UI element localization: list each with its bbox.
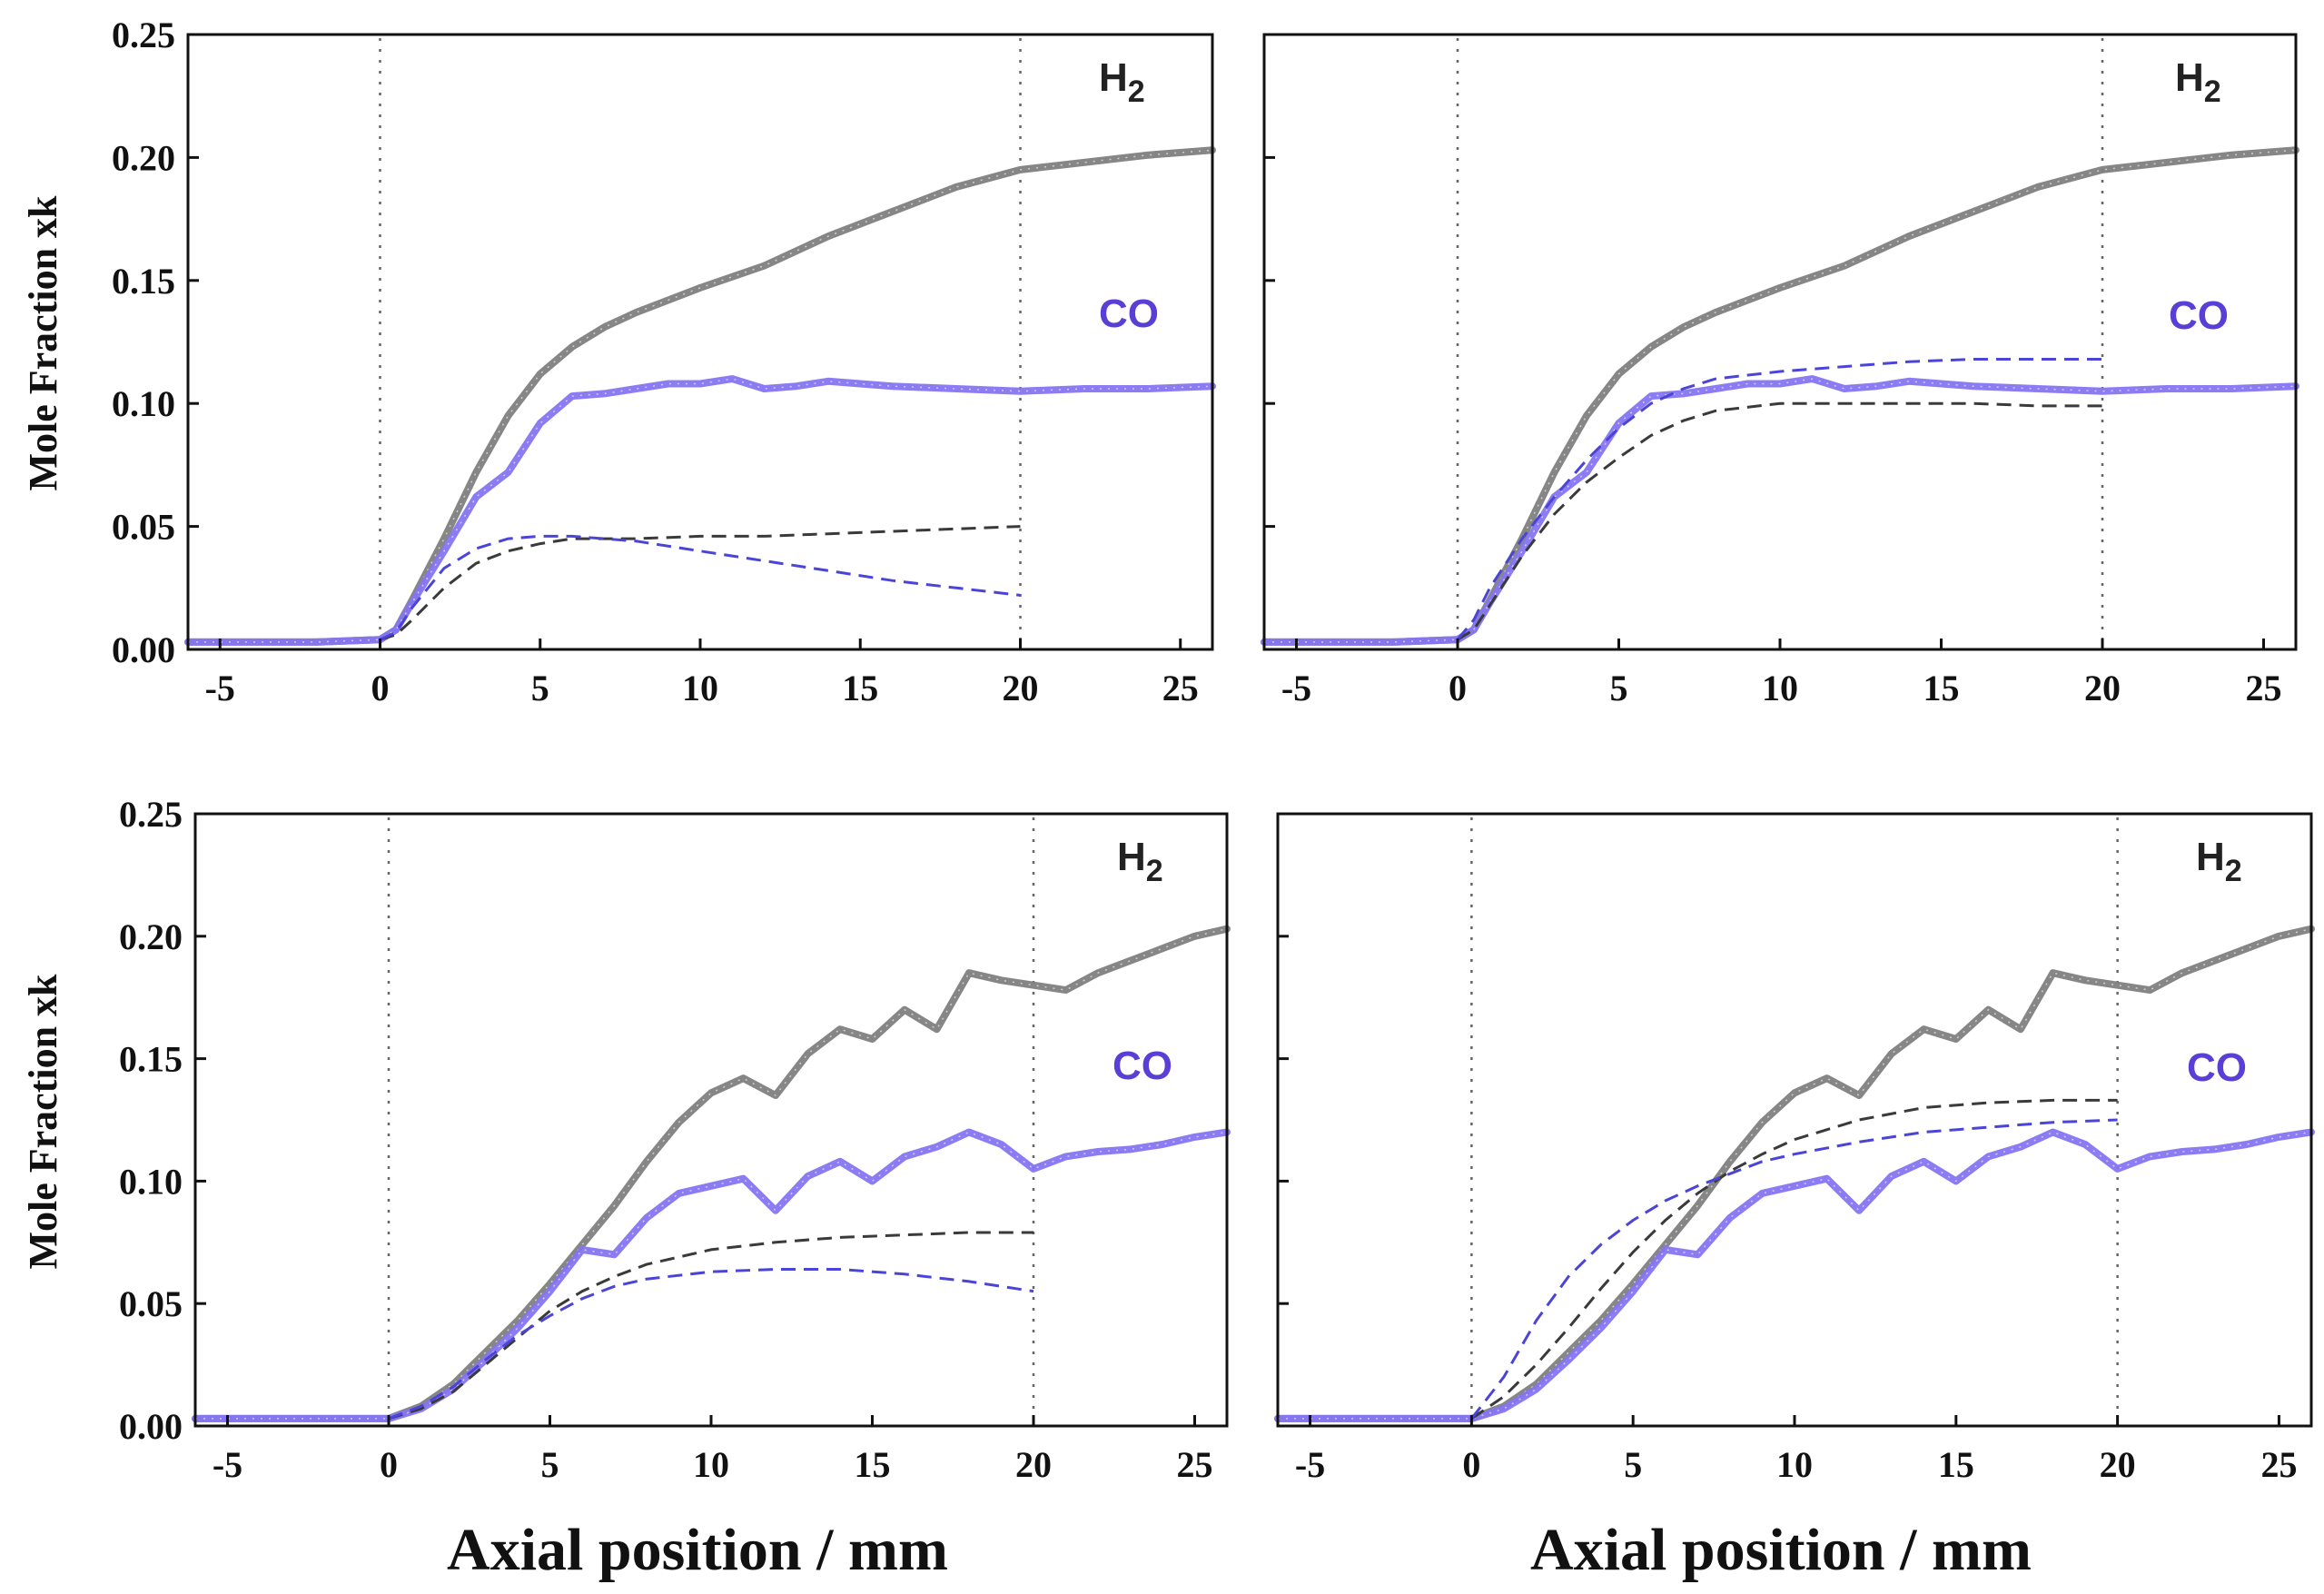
x-tick-label: 10 xyxy=(693,1444,729,1485)
x-tick-label: 15 xyxy=(842,668,878,708)
h2-measured-line-texture xyxy=(1278,927,2312,1420)
x-tick-label: 5 xyxy=(1610,668,1628,708)
y-tick-label: 0.05 xyxy=(112,507,175,548)
x-tick-label: 5 xyxy=(541,1444,559,1485)
y-tick-label: 0.15 xyxy=(119,1039,183,1080)
co-model-line xyxy=(1456,358,2102,641)
y-axis-title: Mole Fraction xk xyxy=(21,195,65,491)
x-tick-label: -5 xyxy=(205,668,235,708)
x-tick-label: 15 xyxy=(1923,668,1960,708)
co-label: CO xyxy=(2169,293,2229,338)
co-model-line xyxy=(379,534,1021,641)
y-tick-label: 0.20 xyxy=(112,137,175,178)
h2-label: H2 xyxy=(1117,835,1163,888)
h2-measured-line-texture xyxy=(195,927,1228,1420)
x-tick-label: 5 xyxy=(1624,1444,1642,1485)
y-tick-label: 0.20 xyxy=(119,916,183,957)
x-tick-label: 10 xyxy=(682,668,718,708)
x-tick-label: 20 xyxy=(1015,1444,1052,1485)
h2-label-main: H xyxy=(1117,835,1146,879)
x-axis-title: Axial position / mm xyxy=(1530,1517,2032,1583)
h2-label: H2 xyxy=(1099,55,1145,109)
h2-label-subscript: 2 xyxy=(2204,74,2221,109)
co-model-line xyxy=(388,1268,1034,1421)
h2-model-line xyxy=(1470,1098,2118,1421)
x-tick-label: -5 xyxy=(1295,1444,1325,1485)
h2-label-subscript: 2 xyxy=(1146,854,1163,888)
x-tick-label: 0 xyxy=(380,1444,398,1485)
h2-measured-line xyxy=(1261,146,2299,646)
x-tick-label: 15 xyxy=(1938,1444,1974,1485)
h2-model-line xyxy=(380,525,1021,641)
x-tick-label: -5 xyxy=(213,1444,242,1485)
plot-frame xyxy=(193,812,1229,1428)
plot-frame xyxy=(1262,33,2298,651)
h2-measured-line xyxy=(184,146,1216,646)
co-measured-line-texture xyxy=(1278,1131,2312,1420)
panel-bottom-right: -5 0 5 10 15 20 25 H2 CO Axial position / mm xyxy=(1274,812,2315,1583)
x-tick-label: 25 xyxy=(2246,668,2282,708)
h2-measured-line xyxy=(1274,925,2315,1422)
x-tick-label: 0 xyxy=(1462,1444,1480,1485)
x-tick-label: 20 xyxy=(2100,1444,2136,1485)
plot-frame xyxy=(1276,812,2313,1428)
co-model-line xyxy=(1470,1118,2118,1420)
x-tick-label: 10 xyxy=(1762,668,1798,708)
y-tick-label: 0.15 xyxy=(112,261,175,302)
panel-bottom-left: -5 0 5 10 15 20 25 0.00 0.05 0.10 0.15 0.20 0.25 H2 CO… xyxy=(21,794,1231,1583)
panel-top-left: -5 0 5 10 15 20 25 0.00 0.05 0.10 0.15 0.20 0.25 H2 CO… xyxy=(21,15,1216,708)
h2-label: H2 xyxy=(2175,55,2221,109)
y-tick-label: 0.10 xyxy=(112,383,175,424)
x-tick-label: 5 xyxy=(531,668,549,708)
co-label: CO xyxy=(1113,1044,1172,1088)
h2-label-subscript: 2 xyxy=(1128,74,1145,109)
y-tick-label: 0.05 xyxy=(119,1283,183,1324)
h2-model-line xyxy=(1457,401,2102,641)
panel-top-right: -5 0 5 10 15 20 25 H2 CO xyxy=(1261,33,2299,708)
h2-label: H2 xyxy=(2196,835,2242,888)
x-tick-label: 20 xyxy=(2084,668,2121,708)
x-tick-label: 25 xyxy=(1177,1444,1213,1485)
h2-measured-line-texture xyxy=(1264,149,2297,643)
h2-label-main: H xyxy=(2196,835,2225,879)
y-tick-label: 0.10 xyxy=(119,1161,183,1202)
y-tick-label: 0.00 xyxy=(119,1406,183,1447)
y-tick-label: 0.25 xyxy=(112,15,175,55)
co-measured-line-texture xyxy=(188,378,1213,643)
co-measured-line-texture xyxy=(1264,378,2297,643)
h2-label-main: H xyxy=(1099,55,1128,100)
co-measured-line-texture xyxy=(195,1131,1228,1420)
co-measured-line xyxy=(1274,1128,2315,1422)
x-tick-label: 20 xyxy=(1003,668,1039,708)
h2-model-line xyxy=(388,1231,1033,1421)
x-tick-label: -5 xyxy=(1281,668,1311,708)
x-tick-label: 0 xyxy=(371,668,390,708)
plot-frame xyxy=(186,33,1214,651)
co-label: CO xyxy=(1099,292,1159,336)
co-measured-line xyxy=(192,1128,1231,1422)
y-tick-label: 0.25 xyxy=(119,794,183,835)
x-axis-title: Axial position / mm xyxy=(447,1517,948,1583)
y-tick-label: 0.00 xyxy=(112,629,175,670)
x-tick-label: 0 xyxy=(1449,668,1467,708)
x-tick-label: 10 xyxy=(1776,1444,1813,1485)
x-tick-label: 25 xyxy=(2260,1444,2297,1485)
h2-label-subscript: 2 xyxy=(2225,854,2242,888)
x-tick-label: 15 xyxy=(855,1444,891,1485)
co-measured-line xyxy=(1261,375,2299,646)
h2-label-main: H xyxy=(2175,55,2204,100)
h2-measured-line xyxy=(192,925,1231,1422)
h2-measured-line-texture xyxy=(188,149,1213,643)
co-measured-line xyxy=(184,375,1216,646)
y-axis-title: Mole Fraction xk xyxy=(21,974,65,1270)
co-label: CO xyxy=(2187,1045,2247,1090)
x-tick-label: 25 xyxy=(1162,668,1199,708)
